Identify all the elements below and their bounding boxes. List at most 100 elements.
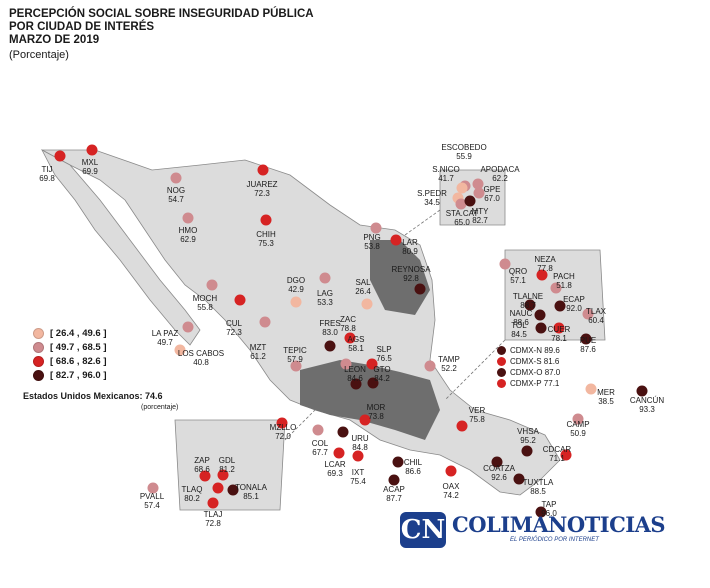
city-dot-png <box>370 222 382 234</box>
baja-california <box>41 149 201 346</box>
city-dot-mxl <box>86 144 98 156</box>
city-dot-lcar <box>333 447 345 459</box>
city-value-ags: 58.1 <box>348 344 364 353</box>
city-label-tlax: TLAX <box>586 307 607 316</box>
city-dot-tepic <box>290 360 302 372</box>
city-value-sta-cat: 65.0 <box>454 218 470 227</box>
legend-item: [ 26.4 , 49.6 ] <box>33 326 107 340</box>
city-dot-qro <box>499 258 511 270</box>
city-value-leon: 84.6 <box>347 374 363 383</box>
legend-label: [ 49.7 , 68.5 ] <box>50 341 107 353</box>
city-dot-tonala <box>227 484 239 496</box>
city-dot-uru <box>337 426 349 438</box>
city-label-lar: LAR <box>402 238 418 247</box>
city-dot-apodaca <box>472 178 484 190</box>
city-value-tlax: 60.4 <box>588 316 604 325</box>
city-value-lar: 80.9 <box>402 247 418 256</box>
city-value-lcar: 69.3 <box>327 469 343 478</box>
city-value-escobedo: 55.9 <box>456 152 472 161</box>
legend-label: [ 82.7 , 96.0 ] <box>50 369 107 381</box>
cdmx-value: 87.0 <box>544 368 561 377</box>
city-dot-ags <box>340 358 352 370</box>
city-label-mer: MER <box>597 388 615 397</box>
city-value-mzllo: 72.0 <box>275 432 291 441</box>
city-dot-dgo <box>290 296 302 308</box>
city-label-s-pedr: S.PEDR <box>417 189 447 198</box>
city-value-cuer: 78.1 <box>551 334 567 343</box>
city-label-tuxtla: TUXTLA <box>523 478 554 487</box>
city-dot-mty <box>464 195 476 207</box>
city-dot-mor <box>359 414 371 426</box>
city-label-los-cabos: LOS CABOS <box>178 349 224 358</box>
city-value-uru: 84.8 <box>352 443 368 452</box>
city-value-la-paz: 49.7 <box>157 338 173 347</box>
city-value-tamp: 52.2 <box>441 364 457 373</box>
city-label-sta-cat: STA.CAT <box>446 209 479 218</box>
city-dot-ver <box>456 420 468 432</box>
cdmx-label: CDMX-N <box>510 346 542 355</box>
city-dot-gpe <box>473 187 485 199</box>
city-dot-mzt <box>259 316 271 328</box>
city-value-ixt: 75.4 <box>350 477 366 486</box>
city-value-canc-n: 93.3 <box>639 405 655 414</box>
national-average-label: Estados Unidos Mexicanos: 74.6 <box>23 391 163 401</box>
city-dot-sal <box>361 298 373 310</box>
city-label-nog: NOG <box>167 186 185 195</box>
city-value-mzt: 61.2 <box>250 352 266 361</box>
city-label-la-paz: LA PAZ <box>152 329 179 338</box>
city-value-slp: 76.5 <box>376 354 392 363</box>
city-label-lcar: LCAR <box>324 460 346 469</box>
city-dot-canc-n <box>636 385 648 397</box>
city-label-mor: MOR <box>367 403 386 412</box>
legend-swatch <box>33 341 44 353</box>
city-label-png: PNG <box>363 233 380 242</box>
city-label-oax: OAX <box>443 482 461 491</box>
city-dot-oax <box>445 465 457 477</box>
city-dot-hmo <box>182 212 194 224</box>
city-dot-pvall <box>147 482 159 494</box>
inset-connector-guadalajara <box>284 409 316 441</box>
city-dot-mer <box>585 383 597 395</box>
map-title-line2: POR CIUDAD DE INTERÉS <box>9 21 155 33</box>
city-label-escobedo: ESCOBEDO <box>441 143 486 152</box>
city-value-qro: 57.1 <box>510 276 526 285</box>
city-label-tonala: TONALA <box>235 483 268 492</box>
city-value-tlalne: 88.7 <box>520 301 536 310</box>
cdmx-item: CDMX-N 89.6 <box>497 345 560 356</box>
city-label-sal: SAL <box>355 278 371 287</box>
city-dot-tap <box>535 506 547 518</box>
legend-swatch <box>33 327 44 339</box>
city-label-moch: MOCH <box>193 294 218 303</box>
city-value-tij: 69.8 <box>39 174 55 183</box>
city-dot-tol <box>535 322 547 334</box>
city-label-ags: AGS <box>348 335 365 344</box>
city-label-uru: URU <box>351 434 369 443</box>
city-dot-pue <box>580 333 592 345</box>
city-label-nauc: NAUC <box>510 309 533 318</box>
logo-tagline: EL PERIÓDICO POR INTERNET <box>510 537 599 543</box>
city-value-pvall: 57.4 <box>144 501 160 510</box>
cdmx-item: CDMX-P 77.1 <box>497 378 560 389</box>
legend-item: [ 68.6 , 82.6 ] <box>33 354 107 368</box>
